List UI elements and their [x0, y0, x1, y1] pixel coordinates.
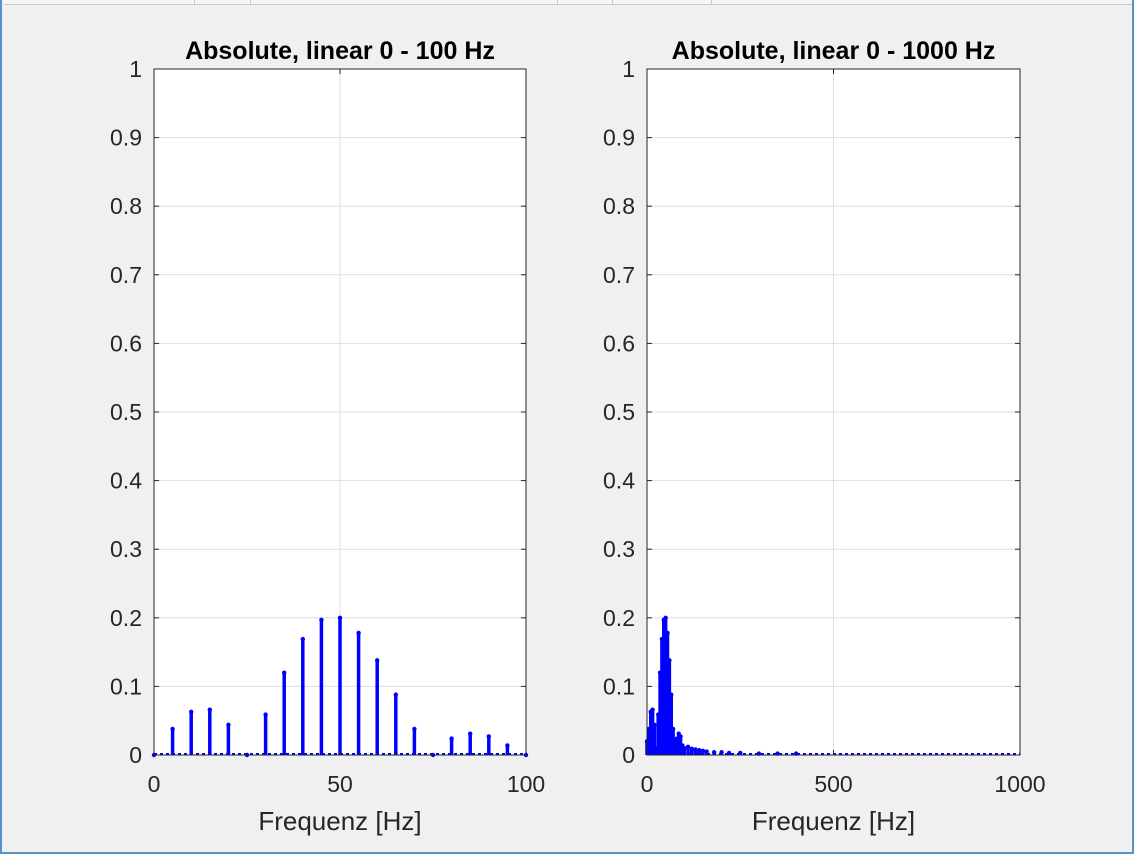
y-tick-label: 0 [129, 742, 142, 768]
stem-marker [468, 731, 473, 736]
x-axis-label: Frequenz [Hz] [752, 806, 915, 836]
x-tick-label: 1000 [994, 771, 1045, 797]
y-tick-label: 0.2 [603, 605, 635, 631]
x-tick-label: 0 [148, 771, 161, 797]
y-tick-label: 0 [622, 742, 635, 768]
stem-marker [486, 734, 491, 739]
y-tick-label: 0.1 [603, 673, 635, 699]
chart-title: Absolute, linear 0 - 1000 Hz [672, 37, 996, 65]
stem-marker [337, 615, 343, 620]
stem-marker [505, 743, 510, 748]
stem-marker [263, 712, 268, 717]
stem-marker [697, 747, 702, 753]
stem-marker [700, 748, 706, 754]
stem-marker [669, 692, 674, 697]
stem-marker [704, 749, 709, 754]
y-tick-label: 0.7 [110, 262, 142, 288]
chart-axes-2: 0 0.1 0.2 0.3 0.4 0.5 0.6 0.7 0.8 0.9 1 0 500 1000 Fre… [603, 37, 1046, 836]
y-tick-label: 1 [129, 56, 142, 82]
toolbar-separator [711, 0, 712, 4]
toolbar-separator [194, 0, 195, 4]
stem-marker [663, 615, 668, 620]
stem-marker [393, 692, 398, 697]
stem-marker [682, 745, 687, 751]
y-tick-label: 0.8 [603, 193, 635, 219]
stem-marker [412, 726, 417, 732]
x-tick-label: 50 [327, 771, 353, 797]
stem-marker [678, 734, 683, 739]
x-axis-label: Frequenz [Hz] [258, 806, 421, 836]
y-tick-label: 0.9 [110, 125, 142, 151]
chart-title: Absolute, linear 0 - 100 Hz [185, 37, 495, 65]
stem-marker [300, 636, 305, 642]
toolbar-separator [612, 0, 613, 4]
stem-marker [189, 709, 194, 714]
y-tick-label: 0.7 [603, 262, 635, 288]
toolbar-separator [557, 0, 558, 4]
stem-marker [689, 746, 694, 752]
stem-marker [282, 670, 287, 675]
stem-marker [319, 617, 324, 623]
stem-marker [685, 744, 691, 749]
stem-marker [652, 722, 657, 728]
y-tick-label: 0.3 [603, 536, 635, 562]
x-tick-label: 500 [814, 771, 852, 797]
stem-marker [693, 747, 698, 752]
toolbar-separator [250, 0, 251, 4]
y-tick-label: 0.6 [603, 330, 635, 356]
stem-marker [375, 658, 380, 663]
stem-marker [356, 630, 361, 636]
y-tick-label: 0.8 [110, 193, 142, 219]
y-tick-label: 0.4 [603, 468, 635, 494]
y-tick-label: 0.3 [110, 536, 142, 562]
stem-marker [665, 630, 670, 636]
x-tick-label: 0 [641, 771, 654, 797]
stem-marker [207, 707, 212, 712]
y-tick-label: 1 [622, 56, 635, 82]
y-tick-label: 0.5 [603, 399, 635, 425]
stem-marker [226, 722, 231, 728]
y-tick-label: 0.6 [110, 330, 142, 356]
y-tick-label: 0.5 [110, 399, 142, 425]
y-tick-label: 0.9 [603, 125, 635, 151]
stem-marker [667, 658, 672, 663]
figure-toolbar [4, 0, 1132, 5]
y-tick-label: 0.1 [110, 673, 142, 699]
stem-marker [449, 736, 454, 741]
stem-marker [170, 726, 175, 732]
x-tick-label: 100 [507, 771, 545, 797]
chart-axes-1: 0 0.1 0.2 0.3 0.4 0.5 0.6 0.7 0.8 0.9 1 0 50 100 Frequ… [110, 37, 545, 836]
y-tick-label: 0.4 [110, 468, 142, 494]
y-tick-label: 0.2 [110, 605, 142, 631]
stem-marker [650, 707, 655, 712]
stem-marker [670, 726, 676, 732]
